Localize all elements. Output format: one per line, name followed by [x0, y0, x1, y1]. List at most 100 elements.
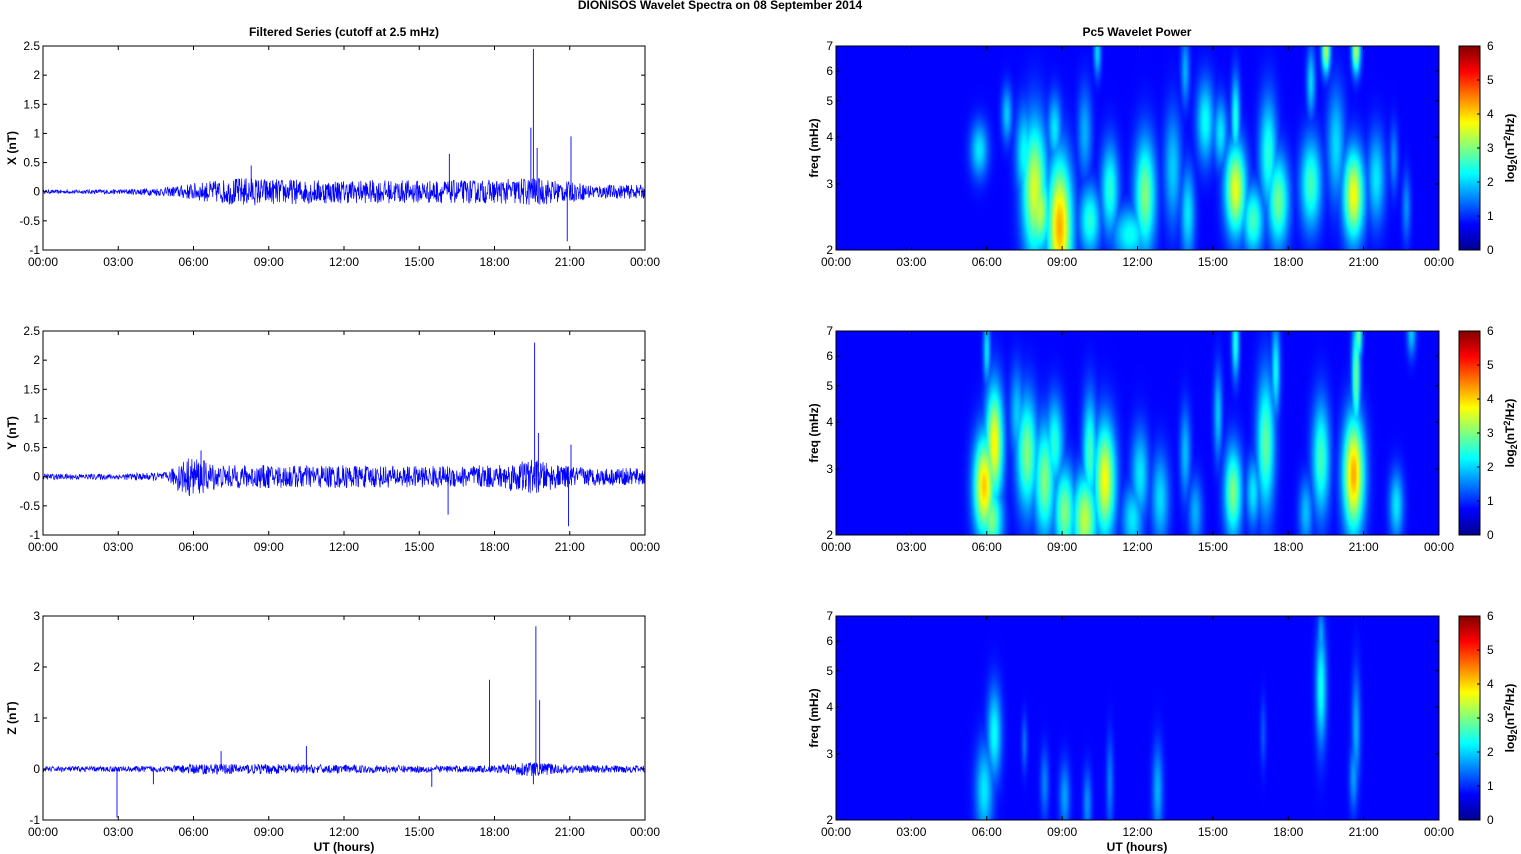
- x-tick-label: 21:00: [1349, 540, 1379, 554]
- colorbar-label: log2(nT2/Hz): [1502, 399, 1519, 468]
- y-tick-label: 1: [33, 126, 40, 140]
- y-tick-label: 6: [826, 64, 833, 78]
- x-tick-label: 00:00: [630, 255, 660, 269]
- colorbar-tick-label: 5: [1487, 358, 1494, 372]
- x-tick-label: 21:00: [1349, 255, 1379, 269]
- colorbar-tick-label: 3: [1487, 426, 1494, 440]
- colorbar-tick-label: 1: [1487, 779, 1494, 793]
- y-axis-label: Z (nT): [5, 701, 19, 734]
- x-tick-label: 09:00: [1047, 255, 1077, 269]
- y-tick-label: 4: [826, 130, 833, 144]
- colorbar-tick-label: 0: [1487, 528, 1494, 542]
- x-tick-label: 18:00: [1273, 825, 1303, 839]
- series-panel-3: -1 0 1 2 3 00:00 03:00 06:00 09:00 12:00 15:00 18:0…: [5, 609, 660, 839]
- x-tick-label: 15:00: [1198, 255, 1228, 269]
- x-tick-label: 15:00: [404, 255, 434, 269]
- x-tick-label: 18:00: [479, 255, 509, 269]
- y-tick-label: 1: [33, 711, 40, 725]
- x-tick-label: 09:00: [1047, 540, 1077, 554]
- x-tick-label: 03:00: [103, 540, 133, 554]
- x-tick-label: 03:00: [896, 255, 926, 269]
- colorbar-tick-label: 6: [1487, 39, 1494, 53]
- x-tick-label: 06:00: [178, 825, 208, 839]
- x-tick-label: 00:00: [630, 540, 660, 554]
- plot-area: [43, 616, 645, 820]
- x-tick-label: 15:00: [1198, 825, 1228, 839]
- x-tick-label: 15:00: [404, 825, 434, 839]
- y-tick-label: 7: [826, 39, 833, 53]
- y-tick-label: 0.5: [23, 441, 40, 455]
- y-tick-label: 2.5: [23, 324, 40, 338]
- y-tick-label: 2: [826, 528, 833, 542]
- wavelet-panel-2: 2 3 4 5 6 7 00:00 03:00 06:00 09:00 12:00 15:00 18:0…: [807, 324, 1519, 554]
- x-tick-label: 18:00: [1273, 255, 1303, 269]
- colorbar-tick-label: 5: [1487, 643, 1494, 657]
- y-axis-label: Y (nT): [5, 416, 19, 450]
- x-tick-label: 21:00: [555, 825, 585, 839]
- y-tick-label: 2: [33, 68, 40, 82]
- x-tick-label: 18:00: [1273, 540, 1303, 554]
- trace-line: [42, 761, 646, 777]
- x-axis-label-left: UT (hours): [314, 840, 375, 854]
- colorbar-tick-label: 3: [1487, 141, 1494, 155]
- x-tick-label: 21:00: [555, 255, 585, 269]
- x-tick-label: 18:00: [479, 825, 509, 839]
- x-tick-label: 21:00: [555, 540, 585, 554]
- y-tick-label: 3: [826, 177, 833, 191]
- x-tick-label: 15:00: [404, 540, 434, 554]
- colorbar-tick-label: 1: [1487, 494, 1494, 508]
- x-tick-label: 06:00: [178, 255, 208, 269]
- series-panel-1: -1 -0.5 0 0.5 1 1.5 2 2.5 00:00 03:00 06:00 09:00 12…: [5, 39, 660, 269]
- x-tick-label: 03:00: [103, 255, 133, 269]
- wavelet-power-map: [836, 616, 1439, 820]
- x-tick-label: 06:00: [972, 255, 1002, 269]
- y-tick-label: 2: [826, 243, 833, 257]
- panels: -1-0.500.511.522.500:00 03:00 06:00 09:00 12…: [5, 39, 1519, 839]
- x-tick-label: 21:00: [1349, 825, 1379, 839]
- wavelet-power-map: [836, 331, 1439, 535]
- trace-line: [42, 458, 646, 497]
- x-tick-label: 00:00: [1424, 825, 1454, 839]
- plot-area: [43, 331, 645, 535]
- colorbar-tick-label: 2: [1487, 460, 1494, 474]
- trace-line: [42, 178, 646, 206]
- y-tick-label: 3: [33, 609, 40, 623]
- y-tick-label: 0: [33, 470, 40, 484]
- y-tick-label: 6: [826, 349, 833, 363]
- x-tick-label: 00:00: [821, 540, 851, 554]
- y-axis-label: freq (mHz): [807, 688, 821, 747]
- wavelet-panel-3: 2 3 4 5 6 7 00:00 03:00 06:00 09:00 12:00 15:00 18:0…: [807, 609, 1519, 839]
- y-tick-label: 4: [826, 415, 833, 429]
- y-tick-label: 2: [33, 660, 40, 674]
- y-tick-label: 0: [33, 762, 40, 776]
- colorbar-tick-label: 0: [1487, 243, 1494, 257]
- x-tick-label: 06:00: [972, 540, 1002, 554]
- y-tick-label: 5: [826, 664, 833, 678]
- x-tick-label: 12:00: [1122, 540, 1152, 554]
- y-tick-label: -1: [29, 528, 40, 542]
- colorbar-tick-label: 6: [1487, 609, 1494, 623]
- y-tick-label: -1: [29, 813, 40, 827]
- colorbar-tick-label: 3: [1487, 711, 1494, 725]
- y-axis-label: X (nT): [5, 131, 19, 165]
- y-tick-label: 7: [826, 609, 833, 623]
- y-tick-label: 3: [826, 747, 833, 761]
- x-tick-label: 12:00: [1122, 255, 1152, 269]
- x-tick-label: 09:00: [254, 540, 284, 554]
- colorbar: [1458, 45, 1481, 251]
- colorbar-tick-label: 2: [1487, 175, 1494, 189]
- y-tick-label: 4: [826, 700, 833, 714]
- y-tick-label: 7: [826, 324, 833, 338]
- y-tick-label: 2: [826, 813, 833, 827]
- y-tick-label: 0.5: [23, 156, 40, 170]
- colorbar-tick-label: 4: [1487, 392, 1494, 406]
- x-tick-label: 00:00: [1424, 255, 1454, 269]
- right-column-title: Pc5 Wavelet Power: [1083, 25, 1192, 39]
- y-axis-label: freq (mHz): [807, 118, 821, 177]
- y-axis-label: freq (mHz): [807, 403, 821, 462]
- left-column-title: Filtered Series (cutoff at 2.5 mHz): [249, 25, 439, 39]
- x-tick-label: 18:00: [479, 540, 509, 554]
- y-tick-label: 1.5: [23, 382, 40, 396]
- y-tick-label: -0.5: [19, 499, 40, 513]
